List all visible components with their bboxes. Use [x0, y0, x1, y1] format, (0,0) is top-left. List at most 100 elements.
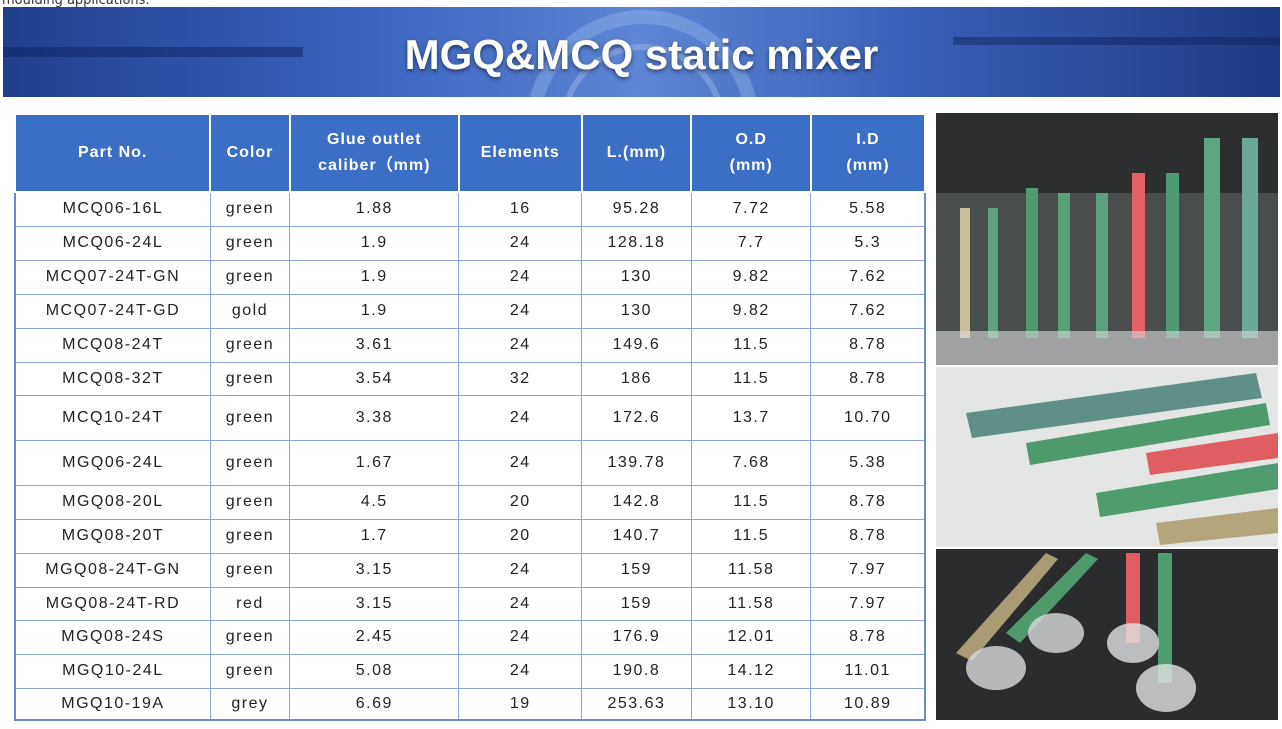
table-cell: 159	[581, 552, 692, 588]
table-cell: 24	[458, 293, 583, 329]
table-cell: 130	[581, 293, 692, 329]
table-cell: MCQ06-16L	[14, 191, 211, 227]
table-cell: 16	[458, 191, 583, 227]
table-cell: 149.6	[581, 327, 692, 363]
table-cell: 253.63	[581, 687, 692, 721]
table-cell: green	[209, 619, 291, 655]
table-cell: 7.7	[690, 225, 812, 261]
table-cell: 142.8	[581, 484, 692, 520]
table-cell: 24	[458, 552, 583, 588]
table-cell: 24	[458, 619, 583, 655]
table-row: MCQ07-24T-GN green 1.9 24 130 9.82 7.62	[14, 259, 926, 295]
table-cell: 11.5	[690, 361, 812, 396]
header-row: Part No. Color Glue outlet caliber（mm) Eleme…	[13, 113, 927, 193]
table-cell: 13.10	[690, 687, 812, 721]
table-cell: 24	[458, 653, 583, 689]
table-row: MCQ08-24T green 3.61 24 149.6 11.5 8.78	[14, 327, 926, 363]
table-row: MGQ06-24L green 1.67 24 139.78 7.68 5.38	[14, 439, 926, 486]
table-cell: 2.45	[289, 619, 460, 655]
table-cell: 24	[458, 439, 583, 486]
table-cell: MCQ06-24L	[14, 225, 211, 261]
table-cell: 32	[458, 361, 583, 396]
table-cell: 11.5	[690, 484, 812, 520]
table-cell: 8.78	[810, 619, 926, 655]
table-cell: 3.54	[289, 361, 460, 396]
banner-decoration	[3, 10, 1280, 97]
table-cell: MGQ08-20T	[14, 518, 211, 554]
table-cell: MCQ10-24T	[14, 394, 211, 441]
header-line: L.(mm)	[606, 144, 667, 161]
table-cell: MCQ08-24T	[14, 327, 211, 363]
table-cell: 24	[458, 225, 583, 261]
table-row: MGQ10-19A grey 6.69 19 253.63 13.10 10.89	[14, 687, 926, 721]
banner: MGQ&MCQ static mixer	[3, 7, 1280, 97]
table-cell: 1.9	[289, 293, 460, 329]
table-cell: MCQ08-32T	[14, 361, 211, 396]
table-cell: MGQ08-24T-RD	[14, 586, 211, 621]
table-row: MGQ08-24T-RD red 3.15 24 159 11.58 7.97	[14, 586, 926, 621]
header-line: (mm)	[846, 157, 890, 174]
table-cell: 19	[458, 687, 583, 721]
table-cell: 6.69	[289, 687, 460, 721]
table-cell: 5.3	[810, 225, 926, 261]
table-cell: 11.5	[690, 518, 812, 554]
header-cell: Part No.	[13, 113, 212, 193]
table-cell: green	[209, 259, 291, 295]
header-line: Glue outlet	[327, 131, 422, 148]
table-cell: 1.9	[289, 259, 460, 295]
table-cell: 7.62	[810, 293, 926, 329]
intro-fragment: moulding applications.	[2, 0, 150, 8]
table-cell: 186	[581, 361, 692, 396]
table-cell: MGQ10-24L	[14, 653, 211, 689]
table-cell: green	[209, 552, 291, 588]
table-cell: green	[209, 361, 291, 396]
table-cell: 1.9	[289, 225, 460, 261]
table-cell: 8.78	[810, 518, 926, 554]
table-row: MCQ06-24L green 1.9 24 128.18 7.7 5.3	[14, 225, 926, 261]
table-row: MCQ08-32T green 3.54 32 186 11.5 8.78	[14, 361, 926, 396]
table-cell: 10.70	[810, 394, 926, 441]
header-cell: Glue outlet caliber（mm)	[288, 113, 460, 193]
table-cell: green	[209, 518, 291, 554]
product-photos	[936, 113, 1278, 720]
table-cell: green	[209, 484, 291, 520]
table-cell: 1.88	[289, 191, 460, 227]
table-cell: green	[209, 225, 291, 261]
table-cell: 176.9	[581, 619, 692, 655]
table-cell: 14.12	[690, 653, 812, 689]
table-row: MGQ08-20L green 4.5 20 142.8 11.5 8.78	[14, 484, 926, 520]
table-cell: 159	[581, 586, 692, 621]
table-row: MCQ07-24T-GD gold 1.9 24 130 9.82 7.62	[14, 293, 926, 329]
table-cell: green	[209, 439, 291, 486]
table-cell: 4.5	[289, 484, 460, 520]
table-cell: 7.72	[690, 191, 812, 227]
table-cell: 3.38	[289, 394, 460, 441]
table-cell: 8.78	[810, 484, 926, 520]
table-cell: MGQ08-24T-GN	[14, 552, 211, 588]
table-cell: 3.15	[289, 552, 460, 588]
header-cell: Elements	[457, 113, 583, 193]
table-cell: 172.6	[581, 394, 692, 441]
table-cell: red	[209, 586, 291, 621]
spec-table: Part No. Color Glue outlet caliber（mm) Eleme…	[13, 113, 927, 721]
table-cell: 20	[458, 518, 583, 554]
header-cell: L.(mm)	[580, 113, 693, 193]
table-cell: 1.67	[289, 439, 460, 486]
table-cell: 5.38	[810, 439, 926, 486]
table-cell: 12.01	[690, 619, 812, 655]
table-cell: 128.18	[581, 225, 692, 261]
header-cell: O.D (mm)	[690, 113, 812, 193]
tube-photo-2	[966, 373, 1278, 545]
table-cell: 10.89	[810, 687, 926, 721]
table-cell: 8.78	[810, 327, 926, 363]
table-cell: 24	[458, 327, 583, 363]
table-cell: MGQ08-20L	[14, 484, 211, 520]
header-line: I.D	[856, 131, 880, 148]
table-cell: 7.62	[810, 259, 926, 295]
tube-photo-3	[956, 553, 1196, 712]
table-cell: MGQ10-19A	[14, 687, 211, 721]
table-cell: 24	[458, 394, 583, 441]
table-cell: 190.8	[581, 653, 692, 689]
header-line: caliber（mm)	[318, 157, 431, 174]
table-cell: MGQ08-24S	[14, 619, 211, 655]
